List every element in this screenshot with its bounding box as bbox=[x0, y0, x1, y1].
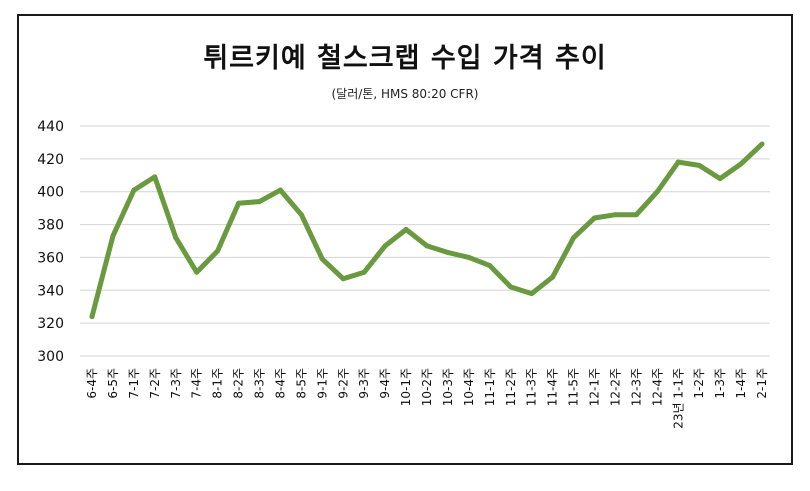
data-point bbox=[487, 263, 493, 269]
x-tick-label: 6-5주 bbox=[106, 368, 120, 399]
x-tick-label: 7-1주 bbox=[127, 368, 141, 399]
y-axis: 300 320 340 360 380 400 420 440 bbox=[37, 119, 64, 365]
x-tick-label: 10-4주 bbox=[462, 368, 476, 406]
data-point bbox=[738, 161, 744, 167]
x-tick-label: 12-4주 bbox=[650, 368, 664, 406]
data-point bbox=[717, 176, 723, 182]
y-tick-label: 360 bbox=[37, 250, 64, 266]
y-tick-label: 400 bbox=[37, 185, 64, 201]
data-point bbox=[633, 212, 639, 218]
x-tick-label: 9-2주 bbox=[336, 368, 350, 399]
data-point bbox=[654, 189, 660, 195]
data-point bbox=[403, 227, 409, 232]
data-point bbox=[675, 159, 681, 165]
data-point bbox=[257, 199, 262, 205]
data-point bbox=[550, 274, 556, 280]
x-tick-label: 23년 1-1주 bbox=[671, 368, 685, 429]
x-tick-label: 10-2주 bbox=[420, 368, 434, 406]
x-tick-label: 11-4주 bbox=[546, 368, 560, 406]
x-tick-label: 6-4주 bbox=[85, 368, 99, 399]
x-tick-label: 7-4주 bbox=[190, 368, 204, 399]
x-tick-label: 9-3주 bbox=[357, 368, 371, 399]
data-point bbox=[131, 187, 137, 193]
x-tick-label: 8-2주 bbox=[232, 368, 246, 399]
x-tick-label: 2-1주 bbox=[755, 368, 769, 399]
data-point bbox=[529, 291, 535, 297]
x-tick-label: 11-2주 bbox=[504, 368, 518, 406]
x-tick-label: 7-3주 bbox=[169, 368, 183, 399]
y-tick-label: 440 bbox=[37, 119, 64, 135]
data-point bbox=[696, 162, 702, 168]
data-point bbox=[89, 314, 95, 320]
x-tick-label: 12-2주 bbox=[608, 368, 622, 406]
data-point bbox=[277, 187, 283, 193]
data-point bbox=[340, 276, 346, 282]
chart-title: 튀르키예 철스크랩 수입 가격 추이 bbox=[203, 43, 607, 74]
data-point bbox=[236, 200, 242, 206]
x-tick-label: 10-1주 bbox=[399, 368, 413, 406]
x-tick-label: 9-1주 bbox=[315, 368, 329, 399]
data-point bbox=[110, 233, 116, 239]
data-point bbox=[592, 215, 597, 221]
series-layer bbox=[89, 141, 765, 320]
x-tick-label: 12-1주 bbox=[588, 368, 602, 406]
data-point bbox=[298, 212, 304, 218]
data-point bbox=[152, 174, 158, 180]
chart-subtitle: (달러/톤, HMS 80:20 CFR) bbox=[331, 87, 479, 101]
data-point bbox=[612, 212, 618, 218]
x-axis: 6-4주 6-5주 7-1주 7-2주 7-3주 7-4주 8-1주 8-2주 8-3주 8-4주… bbox=[85, 368, 769, 429]
y-tick-label: 300 bbox=[37, 349, 64, 365]
x-tick-label: 1-4주 bbox=[734, 368, 748, 399]
x-tick-label: 9-4주 bbox=[378, 368, 392, 399]
gridlines bbox=[80, 125, 770, 357]
data-point bbox=[194, 269, 200, 275]
y-tick-label: 380 bbox=[37, 218, 64, 234]
data-point bbox=[571, 235, 577, 241]
data-point bbox=[382, 243, 388, 249]
data-point bbox=[361, 269, 367, 275]
x-tick-label: 8-3주 bbox=[253, 368, 267, 399]
x-tick-label: 11-3주 bbox=[525, 368, 539, 406]
data-point bbox=[508, 284, 514, 290]
x-tick-label: 8-1주 bbox=[211, 368, 225, 399]
x-tick-label: 1-3주 bbox=[713, 368, 727, 399]
data-point bbox=[319, 256, 325, 262]
x-tick-label: 8-4주 bbox=[273, 368, 287, 399]
data-point bbox=[445, 250, 451, 255]
data-point bbox=[466, 254, 472, 260]
y-tick-label: 420 bbox=[37, 152, 64, 168]
x-tick-label: 8-5주 bbox=[294, 368, 308, 399]
y-tick-label: 320 bbox=[37, 316, 64, 332]
x-tick-label: 1-2주 bbox=[692, 368, 706, 399]
data-point bbox=[759, 141, 765, 147]
chart-frame bbox=[17, 14, 793, 465]
y-tick-label: 340 bbox=[37, 283, 64, 299]
data-point bbox=[215, 248, 221, 254]
x-tick-label: 11-5주 bbox=[567, 368, 581, 406]
x-tick-label: 12-3주 bbox=[629, 368, 643, 406]
data-point bbox=[424, 243, 430, 249]
data-point bbox=[173, 235, 179, 241]
x-tick-label: 10-3주 bbox=[441, 368, 455, 406]
x-tick-label: 11-1주 bbox=[483, 368, 497, 406]
x-tick-label: 7-2주 bbox=[148, 368, 162, 399]
